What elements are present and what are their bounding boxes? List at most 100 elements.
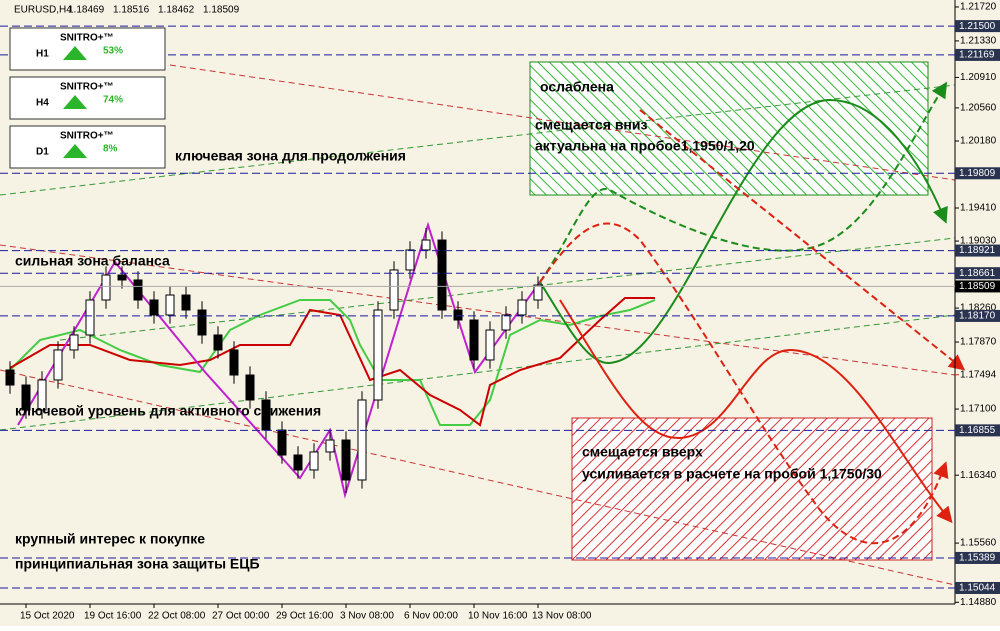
annotation: смещается вверх xyxy=(582,444,703,460)
level-box xyxy=(955,244,1000,257)
panel-percent: 53% xyxy=(103,46,123,57)
y-tick-label: 1.18260 xyxy=(960,303,997,314)
x-tick-label: 29 Oct 16:00 xyxy=(276,611,334,622)
x-tick-label: 15 Oct 2020 xyxy=(20,611,75,622)
x-tick-label: 3 Nov 08:00 xyxy=(340,611,394,622)
target-label: 1.17494 xyxy=(960,369,997,380)
candle-body xyxy=(341,439,351,481)
candle-body xyxy=(165,294,175,316)
panel-percent: 74% xyxy=(103,95,123,106)
level-label: 1.18170 xyxy=(959,311,996,322)
level-box xyxy=(955,267,1000,280)
green-zone xyxy=(529,61,929,196)
level-label: 1.15044 xyxy=(959,583,996,594)
panel-arrow xyxy=(63,46,87,60)
candle-body xyxy=(421,239,431,251)
candle-body xyxy=(469,319,479,361)
panel xyxy=(9,125,166,169)
panel-timeframe: H1 xyxy=(36,49,49,60)
panel-percent: 8% xyxy=(103,144,118,155)
panel-brand: SNITRO+™ xyxy=(60,82,114,93)
candle-body xyxy=(229,349,239,376)
price-box xyxy=(955,280,1000,293)
annotation: актуальна на пробое1,1950/1,20 xyxy=(535,138,755,154)
candle-body xyxy=(5,369,15,386)
candle-body xyxy=(37,379,47,411)
candle-body xyxy=(69,334,79,351)
level-label: 1.16855 xyxy=(959,425,996,436)
level-label: 1.18661 xyxy=(959,268,996,279)
candle-body xyxy=(85,299,95,336)
y-tick-label: 1.20180 xyxy=(960,136,997,147)
candle-body xyxy=(373,309,383,401)
ichimoku xyxy=(9,297,656,427)
annotation: ключевой уровень для активного снижения xyxy=(15,403,321,419)
y-tick-label: 1.21330 xyxy=(960,36,997,47)
level-box xyxy=(955,309,1000,322)
candle-body xyxy=(293,454,303,471)
candle-body xyxy=(197,309,207,336)
candle-body xyxy=(405,249,415,271)
candle-body xyxy=(325,439,335,453)
x-tick-label: 22 Oct 08:00 xyxy=(148,611,206,622)
candle-body xyxy=(277,429,287,456)
candle-body xyxy=(357,399,367,481)
annotation: усиливается в расчете на пробой 1,1750/3… xyxy=(582,466,882,482)
candle-body xyxy=(21,384,31,411)
x-tick-label: 6 Nov 00:00 xyxy=(404,611,458,622)
quote-low: 1.18462 xyxy=(158,5,195,16)
level-label: 1.19809 xyxy=(959,168,996,179)
panel-brand: SNITRO+™ xyxy=(60,131,114,142)
candle-body xyxy=(389,269,399,311)
candle-body xyxy=(533,284,543,301)
annotation: ослаблена xyxy=(540,79,614,95)
quote-high: 1.18516 xyxy=(113,5,150,16)
candle-body xyxy=(133,279,143,301)
candle-body xyxy=(213,334,223,351)
candle-body xyxy=(53,349,63,381)
y-tick-label: 1.16340 xyxy=(960,470,997,481)
y-tick-label: 1.20560 xyxy=(960,103,997,114)
quote-close: 1.18509 xyxy=(203,5,240,16)
y-tick-label: 1.14880 xyxy=(960,597,997,608)
y-tick-label: 1.19410 xyxy=(960,203,997,214)
y-tick-label: 1.17870 xyxy=(960,337,997,348)
annotation: ключевая зона для продолжения xyxy=(175,148,406,164)
level-box xyxy=(955,424,1000,437)
quote-open: 1.18469 xyxy=(68,5,105,16)
level-box xyxy=(955,167,1000,180)
channels xyxy=(0,64,956,586)
candle-body xyxy=(181,294,191,311)
candle-body xyxy=(453,309,463,321)
candle-body xyxy=(485,329,495,361)
level-label: 1.15389 xyxy=(959,553,996,564)
x-tick-label: 13 Nov 08:00 xyxy=(532,611,592,622)
forecasts xyxy=(539,81,966,545)
annotation: смещается вниз xyxy=(535,117,647,133)
candle-body xyxy=(517,299,527,316)
y-tick-label: 1.17100 xyxy=(960,404,997,415)
annotation: крупный интерес к покупке xyxy=(15,531,205,547)
level-box xyxy=(955,581,1000,594)
level-box xyxy=(955,48,1000,61)
y-tick-label: 1.20910 xyxy=(960,72,997,83)
level-label: 1.18921 xyxy=(959,245,996,256)
price-label: 1.18509 xyxy=(959,281,996,292)
candle-body xyxy=(101,274,111,301)
y-tick-label: 1.21720 xyxy=(960,2,997,13)
candle-body xyxy=(437,239,447,311)
panel-arrow xyxy=(63,95,87,109)
level-label: 1.21500 xyxy=(959,21,996,32)
level-box xyxy=(955,20,1000,33)
candle-body xyxy=(149,299,159,316)
y-tick-label: 1.19030 xyxy=(960,236,997,247)
candle-body xyxy=(309,451,319,471)
symbol: EURUSD,H4 xyxy=(14,5,72,16)
x-tick-label: 27 Oct 00:00 xyxy=(212,611,270,622)
panel-arrow xyxy=(63,144,87,158)
level-label: 1.21169 xyxy=(959,50,995,61)
annotation: сильная зона баланса xyxy=(15,253,170,269)
x-tick-label: 10 Nov 16:00 xyxy=(468,611,528,622)
panel xyxy=(9,27,166,71)
y-tick-label: 1.15560 xyxy=(960,538,997,549)
